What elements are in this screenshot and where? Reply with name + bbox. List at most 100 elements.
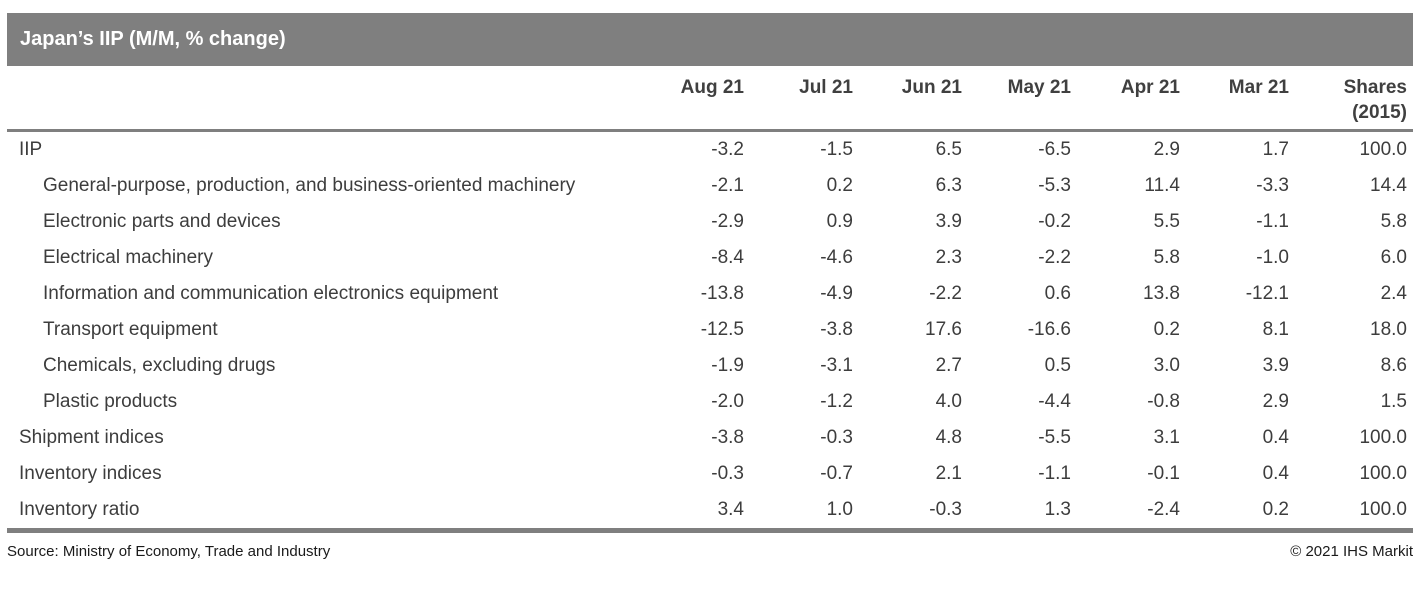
shares-header-line1: Shares (1343, 77, 1407, 98)
value-cell: 2.1 (935, 463, 962, 484)
value-cell: 0.2 (1262, 499, 1289, 520)
value-cell: 5.5 (1153, 211, 1180, 232)
value-cell: -8.4 (711, 247, 744, 268)
value-cell: 8.1 (1262, 319, 1289, 340)
row-label: IIP (19, 139, 43, 160)
value-cell: -1.1 (1038, 463, 1071, 484)
row-label-header (7, 66, 635, 132)
value-cell: 2.7 (935, 355, 962, 376)
value-cell: -4.4 (1038, 391, 1071, 412)
value-cell: 17.6 (925, 319, 962, 340)
table-title-bar: Japan’s IIP (M/M, % change) (7, 13, 1413, 66)
value-cell: -3.1 (820, 355, 853, 376)
table-row: Shipment indices -3.8 -0.3 4.8 -5.5 3.1 0.4 100… (7, 420, 1413, 456)
value-cell: -2.2 (929, 283, 962, 304)
value-cell: -3.8 (711, 427, 744, 448)
value-cell: -1.2 (820, 391, 853, 412)
value-cell: -0.7 (820, 463, 853, 484)
row-label: Electronic parts and devices (43, 211, 281, 232)
iip-data-table: Aug 21 Jul 21 Jun 21 May 21 Apr 21 Mar 2… (7, 66, 1413, 528)
value-cell: -3.3 (1256, 175, 1289, 196)
value-cell: -1.0 (1256, 247, 1289, 268)
value-cell: 0.4 (1262, 427, 1289, 448)
value-cell: 6.3 (935, 175, 962, 196)
value-cell: -6.5 (1038, 139, 1071, 160)
value-cell: -12.5 (700, 319, 744, 340)
row-label: Inventory indices (19, 463, 162, 484)
value-cell: -0.3 (929, 499, 962, 520)
source-note: Source: Ministry of Economy, Trade and I… (7, 543, 331, 560)
value-cell: 3.0 (1153, 355, 1180, 376)
value-cell: -2.2 (1038, 247, 1071, 268)
column-header-jun: Jun 21 (853, 66, 962, 132)
value-cell: 5.8 (1380, 211, 1407, 232)
value-cell: 3.1 (1153, 427, 1180, 448)
value-cell: -2.1 (711, 175, 744, 196)
row-label: Electrical machinery (43, 247, 213, 268)
value-cell: -1.5 (820, 139, 853, 160)
value-cell: -0.3 (820, 427, 853, 448)
row-label: General-purpose, production, and busines… (43, 175, 576, 196)
value-cell: 0.2 (826, 175, 853, 196)
value-cell: 0.5 (1044, 355, 1071, 376)
value-cell: 18.0 (1370, 319, 1407, 340)
value-cell: 6.0 (1380, 247, 1407, 268)
value-cell: 1.5 (1380, 391, 1407, 412)
shares-header-line2: (2015) (1352, 102, 1407, 123)
value-cell: 1.7 (1262, 139, 1289, 160)
table-row: Inventory indices -0.3 -0.7 2.1 -1.1 -0.1 0.4 1… (7, 456, 1413, 492)
value-cell: 13.8 (1143, 283, 1180, 304)
table-row: Electronic parts and devices -2.9 0.9 3.9 -0… (7, 204, 1413, 240)
value-cell: 100.0 (1359, 427, 1407, 448)
row-label: Plastic products (43, 391, 178, 412)
column-header-mar: Mar 21 (1180, 66, 1289, 132)
value-cell: 3.4 (717, 499, 744, 520)
value-cell: -12.1 (1245, 283, 1289, 304)
column-header-may: May 21 (962, 66, 1071, 132)
table-title: Japan’s IIP (M/M, % change) (20, 28, 286, 50)
table-body: IIP -3.2 -1.5 6.5 -6.5 2.9 1.7 100.0 General-pur… (7, 131, 1413, 529)
value-cell: 11.4 (1144, 175, 1180, 196)
value-cell: -4.9 (820, 283, 853, 304)
table-row: Chemicals, excluding drugs -1.9 -3.1 2.7 0.5… (7, 348, 1413, 384)
table-row: Plastic products -2.0 -1.2 4.0 -4.4 -0.8 2.9 1.… (7, 384, 1413, 420)
value-cell: 2.9 (1153, 139, 1180, 160)
value-cell: 100.0 (1359, 499, 1407, 520)
value-cell: 1.3 (1044, 499, 1071, 520)
value-cell: -2.9 (711, 211, 744, 232)
value-cell: 4.0 (935, 391, 962, 412)
column-header-apr: Apr 21 (1071, 66, 1180, 132)
table-row: IIP -3.2 -1.5 6.5 -6.5 2.9 1.7 100.0 (7, 131, 1413, 169)
value-cell: -16.6 (1027, 319, 1071, 340)
value-cell: -5.5 (1038, 427, 1071, 448)
value-cell: 100.0 (1359, 463, 1407, 484)
value-cell: -0.2 (1038, 211, 1071, 232)
table-row: General-purpose, production, and busines… (7, 168, 1413, 204)
value-cell: 4.8 (935, 427, 962, 448)
value-cell: -0.1 (1147, 463, 1180, 484)
value-cell: 1.0 (826, 499, 853, 520)
value-cell: -1.1 (1256, 211, 1289, 232)
value-cell: 2.9 (1262, 391, 1289, 412)
value-cell: -13.8 (700, 283, 744, 304)
copyright-note: © 2021 IHS Markit (1290, 543, 1413, 560)
value-cell: 5.8 (1153, 247, 1180, 268)
value-cell: -2.4 (1147, 499, 1180, 520)
value-cell: 0.6 (1044, 283, 1071, 304)
value-cell: 6.5 (935, 139, 962, 160)
value-cell: 0.9 (826, 211, 853, 232)
value-cell: 8.6 (1380, 355, 1407, 376)
value-cell: 3.9 (1262, 355, 1289, 376)
header-row: Aug 21 Jul 21 Jun 21 May 21 Apr 21 Mar 2… (7, 66, 1413, 132)
table-row: Electrical machinery -8.4 -4.6 2.3 -2.2 5.8 -1… (7, 240, 1413, 276)
value-cell: 2.4 (1380, 283, 1407, 304)
column-header-jul: Jul 21 (744, 66, 853, 132)
value-cell: -0.8 (1147, 391, 1180, 412)
column-header-aug: Aug 21 (635, 66, 744, 132)
value-cell: 2.3 (935, 247, 962, 268)
column-header-shares: Shares (2015) (1289, 66, 1413, 132)
value-cell: -5.3 (1038, 175, 1071, 196)
value-cell: -1.9 (711, 355, 744, 376)
value-cell: -4.6 (820, 247, 853, 268)
value-cell: 14.4 (1370, 175, 1407, 196)
